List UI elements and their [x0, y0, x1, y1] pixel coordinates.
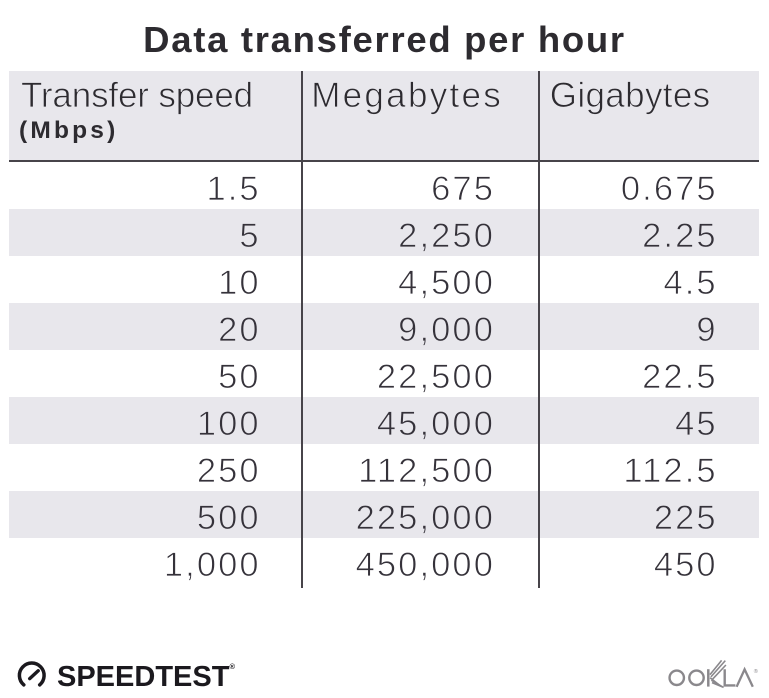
svg-text:®: ®: [754, 668, 758, 675]
